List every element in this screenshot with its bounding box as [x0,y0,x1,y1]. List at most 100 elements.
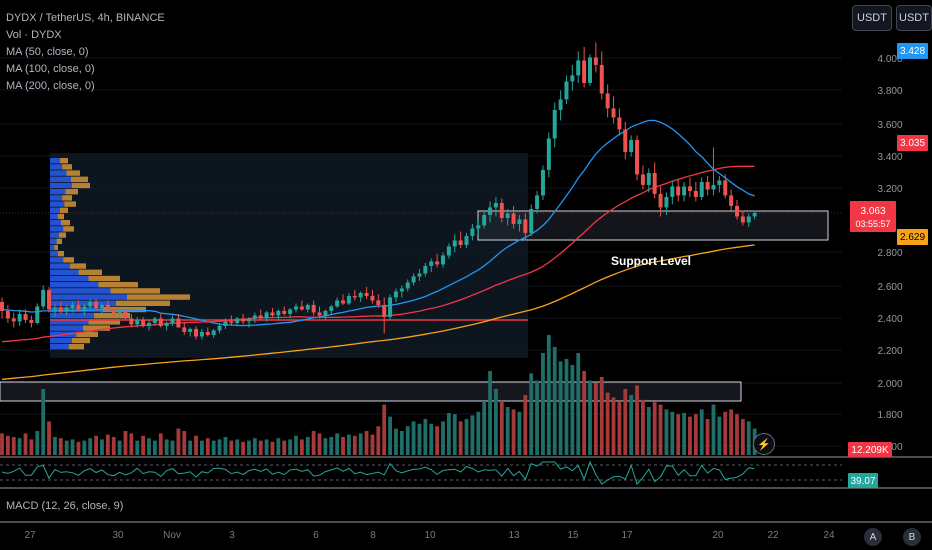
candle [35,303,40,325]
volume-bar [211,440,216,455]
candle [382,297,387,334]
volume-bar [335,433,340,455]
candle-body [135,319,140,325]
last-price-bg [850,201,896,232]
ma100-price-label-text: 3.035 [900,138,925,149]
volume-bar [676,414,681,455]
volume-bar [446,413,451,455]
candle [164,321,169,331]
candle-body [435,261,440,265]
candle-body [529,208,534,233]
candle-body [576,60,581,76]
volume-bar [682,413,686,455]
candle-body [164,322,169,326]
candle-body [305,304,310,310]
currency-button[interactable]: USDT [852,5,892,31]
auto-scale-button[interactable]: A [864,528,882,546]
volume-bar [605,392,610,455]
support-level-annotation: Support Level [611,254,691,268]
candle [405,279,410,292]
candle [135,316,140,328]
candle [223,318,228,329]
candle-body [664,196,669,208]
candle [746,213,751,227]
candle [299,300,304,311]
ma50-legend[interactable]: MA (50, close, 0) [6,46,89,58]
volume-bar [482,401,487,455]
candle [546,132,551,178]
candle [476,219,481,235]
volume-bar [588,380,592,455]
candle-body [493,202,498,208]
ma100-price-label-bg [897,135,928,151]
candle-body [23,313,28,320]
candle-body [411,276,416,283]
candle-body [41,289,46,307]
candle-body [423,265,428,274]
volume-profile-down-bar [66,170,80,176]
volume-bar [617,401,622,455]
candle [241,313,246,325]
candle-body [111,309,116,314]
log-scale-button[interactable]: B [903,528,921,546]
candle [147,319,151,331]
candle [82,303,87,316]
volume-profile-up-bar [50,195,63,201]
macd-legend[interactable]: MACD (12, 26, close, 9) [6,500,124,512]
candle-body [623,129,628,152]
candle-body [29,319,34,323]
volume-bar [82,440,87,455]
candle [199,328,204,340]
volume-bar [11,437,16,455]
price-tick-label: 1.800 [877,410,902,421]
candle [711,147,716,196]
candle-body [517,219,522,224]
volume-profile-up-bar [50,226,64,232]
lightning-icon[interactable]: ⚡ [753,433,775,455]
candle-body [599,64,604,94]
candle-body [5,310,10,319]
volume-bar [570,365,575,455]
candle [258,309,263,320]
volume-bar [494,389,498,455]
candle-body [570,75,575,82]
candle-body [652,172,657,194]
volume-bar [429,423,434,455]
volume-profile-up-bar [50,288,111,294]
candle [123,306,128,320]
volume-bar [541,353,545,455]
candle [364,286,369,299]
candles [0,42,757,340]
ma100-legend[interactable]: MA (100, close, 0) [6,63,95,75]
candle-body [317,312,322,316]
volume-bar [53,437,57,455]
candle-body [323,310,328,316]
candle-body [388,297,393,317]
candle [270,307,275,317]
ma200-legend[interactable]: MA (200, close, 0) [6,80,95,92]
time-tick-label: 30 [112,530,124,541]
candle-body [246,318,251,322]
volume-bar [264,439,269,455]
candle [564,75,569,104]
volume-bar [329,437,334,455]
volume-bar [523,395,528,455]
volume-profile-up-bar [50,238,57,244]
volume-bar [535,380,539,455]
currency-button-2[interactable]: USDT [896,5,932,31]
time-tick-label: 15 [567,530,579,541]
indicator-panes [0,456,932,523]
volume-bar [488,371,492,455]
volume-bars [0,335,757,455]
candle-body [382,304,387,317]
volume-profile-down-bar [64,201,76,207]
candle-body [235,318,240,323]
candle-body [705,181,710,190]
candle [129,313,134,328]
price-tick-label: 3.800 [877,86,902,97]
candle [599,51,604,100]
candle [352,289,357,301]
volume-bar [641,399,645,455]
volume-bar [688,416,692,455]
